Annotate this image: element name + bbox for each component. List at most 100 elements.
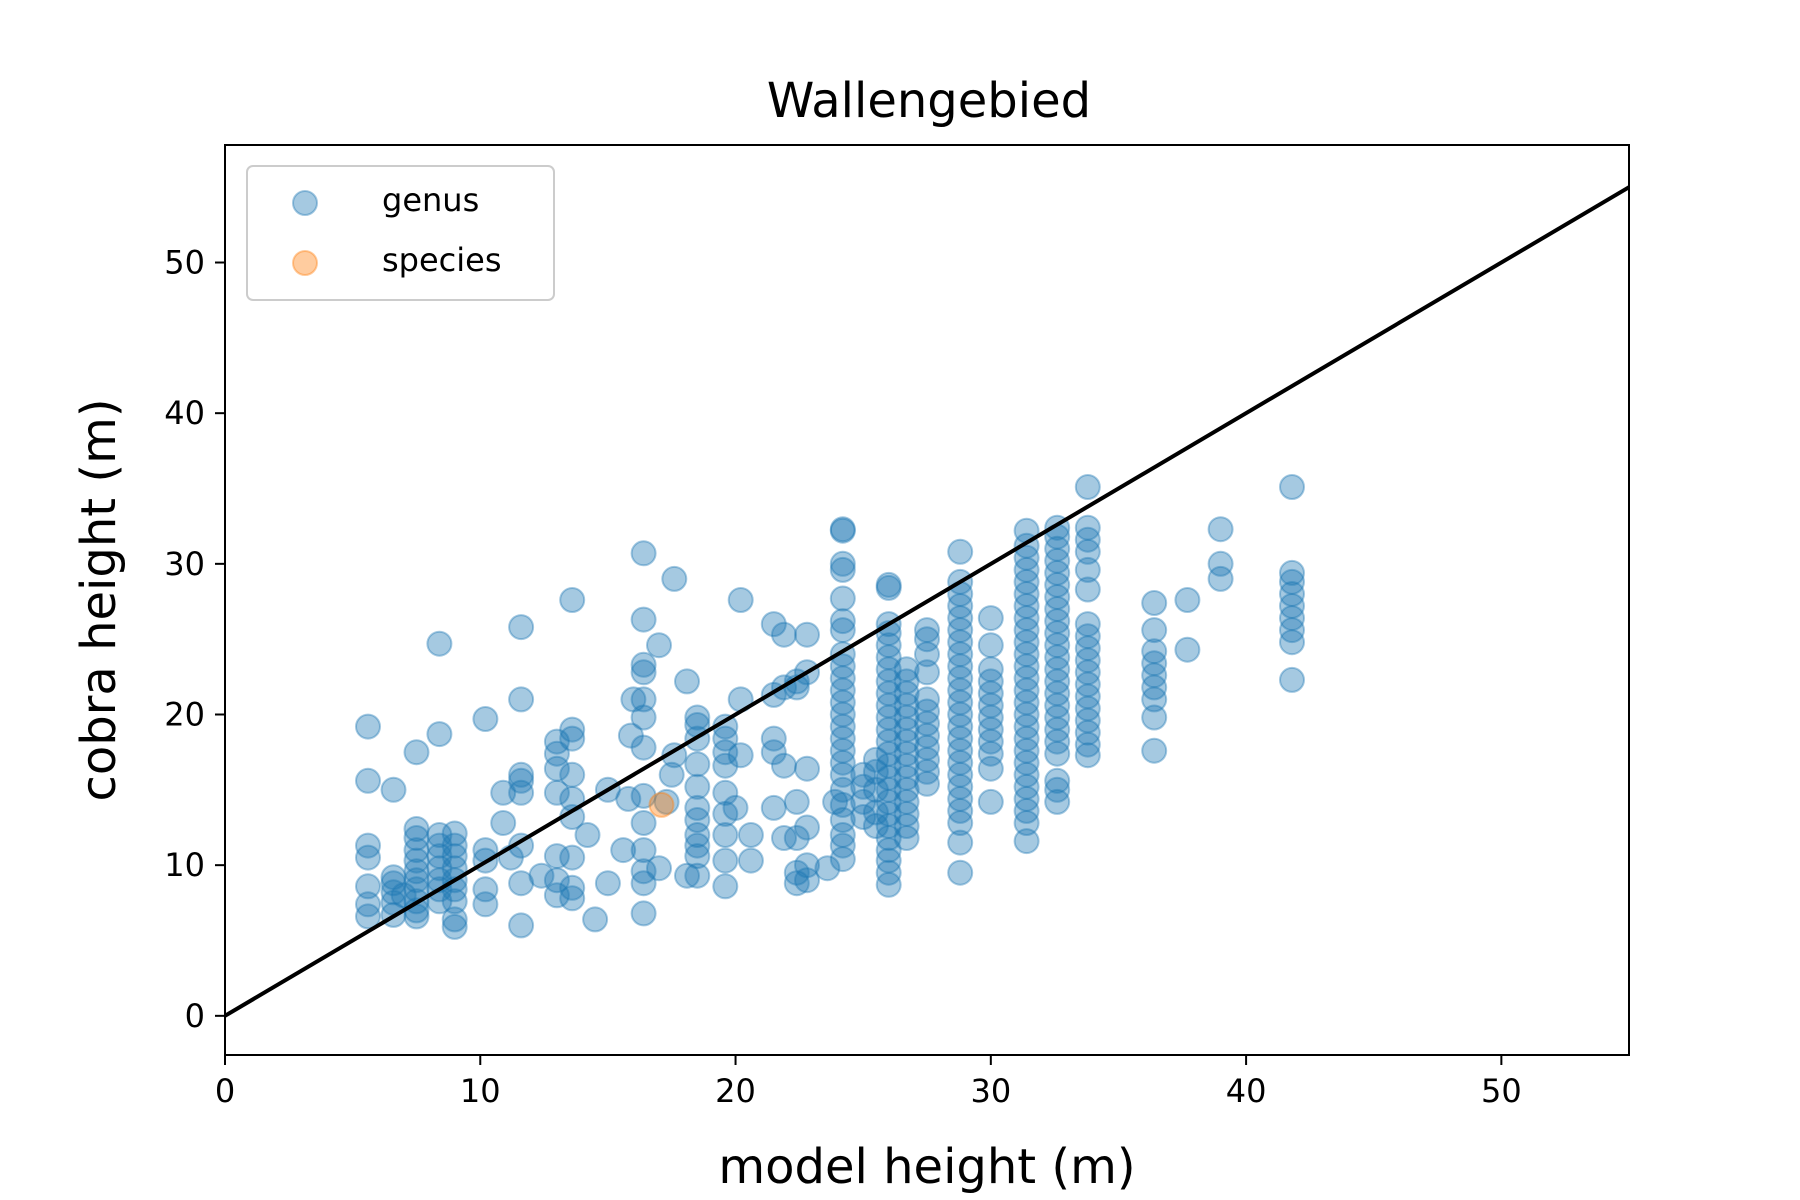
scatter-point-genus-191 bbox=[875, 825, 902, 851]
scatter-point-genus-123 bbox=[712, 725, 739, 752]
scatter-point-genus-163 bbox=[829, 725, 856, 752]
scatter-point-genus-242 bbox=[947, 797, 974, 824]
plot-area bbox=[224, 144, 1630, 1056]
x-tick-label-10: 10 bbox=[460, 1072, 501, 1110]
scatter-point-genus-66 bbox=[543, 728, 570, 755]
scatter-point-genus-128 bbox=[727, 587, 754, 613]
scatter-point-genus-282 bbox=[1013, 737, 1040, 764]
scatter-point-genus-84 bbox=[630, 900, 657, 927]
scatter-point-genus-174 bbox=[829, 556, 856, 583]
scatter-point-genus-268 bbox=[977, 704, 1004, 731]
scatter-point-genus-302 bbox=[1044, 776, 1071, 803]
scatter-point-genus-361 bbox=[1279, 581, 1305, 607]
scatter-point-genus-280 bbox=[1013, 761, 1040, 788]
scatter-point-genus-233 bbox=[914, 698, 940, 725]
scatter-point-genus-143 bbox=[783, 788, 810, 815]
scatter-point-genus-187 bbox=[875, 871, 902, 898]
scatter-point-genus-362 bbox=[1279, 568, 1305, 595]
scatter-point-genus-307 bbox=[1044, 704, 1071, 731]
scatter-point-genus-108 bbox=[684, 822, 711, 848]
scatter-point-genus-75 bbox=[559, 587, 586, 613]
scatter-point-genus-326 bbox=[1074, 719, 1101, 746]
scatter-point-genus-104 bbox=[674, 668, 700, 695]
y-axis-label: cobra height (m) bbox=[71, 398, 127, 801]
scatter-point-genus-212 bbox=[893, 825, 920, 851]
scatter-point-genus-33 bbox=[426, 630, 453, 657]
scatter-point-genus-263 bbox=[977, 788, 1004, 815]
scatter-point-genus-337 bbox=[1074, 556, 1101, 583]
scatter-point-genus-347 bbox=[1141, 650, 1168, 677]
scatter-point-genus-350 bbox=[1141, 590, 1168, 616]
scatter-point-genus-247 bbox=[947, 737, 974, 764]
scatter-point-genus-0 bbox=[355, 903, 381, 930]
scatter-point-genus-215 bbox=[893, 788, 920, 815]
scatter-point-genus-219 bbox=[893, 740, 920, 767]
scatter-point-genus-119 bbox=[712, 800, 739, 827]
scatter-point-genus-31 bbox=[426, 822, 453, 848]
scatter-point-genus-355 bbox=[1207, 516, 1234, 543]
scatter-point-genus-97 bbox=[646, 855, 672, 882]
scatter-point-genus-225 bbox=[893, 668, 920, 695]
scatter-point-genus-223 bbox=[893, 692, 920, 719]
scatter-point-genus-115 bbox=[684, 704, 711, 731]
scatter-point-genus-13 bbox=[390, 882, 417, 909]
scatter-point-genus-23 bbox=[403, 816, 430, 842]
scatter-point-genus-188 bbox=[875, 859, 902, 886]
scatter-point-genus-105 bbox=[684, 862, 711, 889]
y-tick-label-0: 0 bbox=[185, 997, 205, 1035]
scatter-point-genus-255 bbox=[947, 641, 974, 668]
scatter-point-genus-357 bbox=[1279, 629, 1305, 656]
scatter-point-genus-228 bbox=[914, 758, 940, 785]
scatter-point-genus-52 bbox=[508, 870, 535, 897]
scatter-point-genus-229 bbox=[914, 746, 940, 773]
scatter-point-genus-88 bbox=[630, 810, 657, 836]
scatter-point-genus-63 bbox=[543, 779, 570, 806]
scatter-point-genus-51 bbox=[508, 912, 535, 939]
scatter-point-genus-359 bbox=[1279, 605, 1305, 632]
scatter-point-genus-244 bbox=[947, 773, 974, 800]
scatter-point-genus-76 bbox=[574, 822, 601, 848]
scatter-point-genus-254 bbox=[947, 653, 974, 680]
scatter-point-genus-160 bbox=[829, 761, 856, 788]
scatter-point-genus-136 bbox=[771, 825, 797, 851]
scatter-point-genus-224 bbox=[893, 680, 920, 707]
scatter-point-genus-315 bbox=[1044, 608, 1071, 635]
y-tick-label-10: 10 bbox=[164, 846, 205, 884]
plot-frame bbox=[224, 144, 1630, 1056]
scatter-point-genus-249 bbox=[947, 713, 974, 740]
scatter-point-genus-226 bbox=[893, 656, 920, 683]
scatter-point-genus-109 bbox=[684, 807, 711, 833]
scatter-point-genus-345 bbox=[1141, 674, 1168, 701]
scatter-point-genus-62 bbox=[543, 843, 570, 870]
y-tick-label-30: 30 bbox=[164, 545, 205, 583]
scatter-point-genus-110 bbox=[684, 794, 711, 821]
scatter-point-genus-245 bbox=[947, 761, 974, 788]
scatter-point-genus-146 bbox=[794, 867, 820, 894]
scatter-point-genus-60 bbox=[543, 882, 570, 909]
scatter-point-genus-102 bbox=[661, 565, 688, 592]
scatter-point-genus-197 bbox=[875, 752, 902, 779]
scatter-point-genus-178 bbox=[850, 804, 877, 830]
scatter-point-genus-259 bbox=[947, 593, 974, 619]
scatter-point-genus-334 bbox=[1074, 623, 1101, 650]
scatter-point-genus-289 bbox=[1013, 653, 1040, 680]
scatter-point-genus-232 bbox=[914, 710, 940, 737]
scatter-point-genus-295 bbox=[1013, 581, 1040, 607]
y-tick-label-20: 20 bbox=[164, 696, 205, 734]
scatter-point-genus-169 bbox=[829, 653, 856, 680]
scatter-point-genus-149 bbox=[794, 755, 820, 782]
scatter-point-genus-222 bbox=[893, 704, 920, 731]
scatter-point-genus-18 bbox=[403, 867, 430, 894]
points-layer bbox=[355, 474, 1305, 940]
scatter-point-genus-157 bbox=[829, 807, 856, 833]
scatter-point-genus-285 bbox=[1013, 701, 1040, 728]
y-tick-label-40: 40 bbox=[164, 394, 205, 432]
scatter-point-genus-137 bbox=[771, 752, 797, 779]
scatter-point-genus-353 bbox=[1207, 565, 1234, 592]
y-axis-ticks: 0 10 20 30 40 50 bbox=[164, 244, 225, 1035]
scatter-point-species-0 bbox=[648, 791, 675, 818]
scatter-point-genus-106 bbox=[684, 843, 711, 870]
y-tick-label-50: 50 bbox=[164, 244, 205, 282]
scatter-point-genus-156 bbox=[829, 822, 856, 848]
scatter-point-genus-202 bbox=[875, 692, 902, 719]
